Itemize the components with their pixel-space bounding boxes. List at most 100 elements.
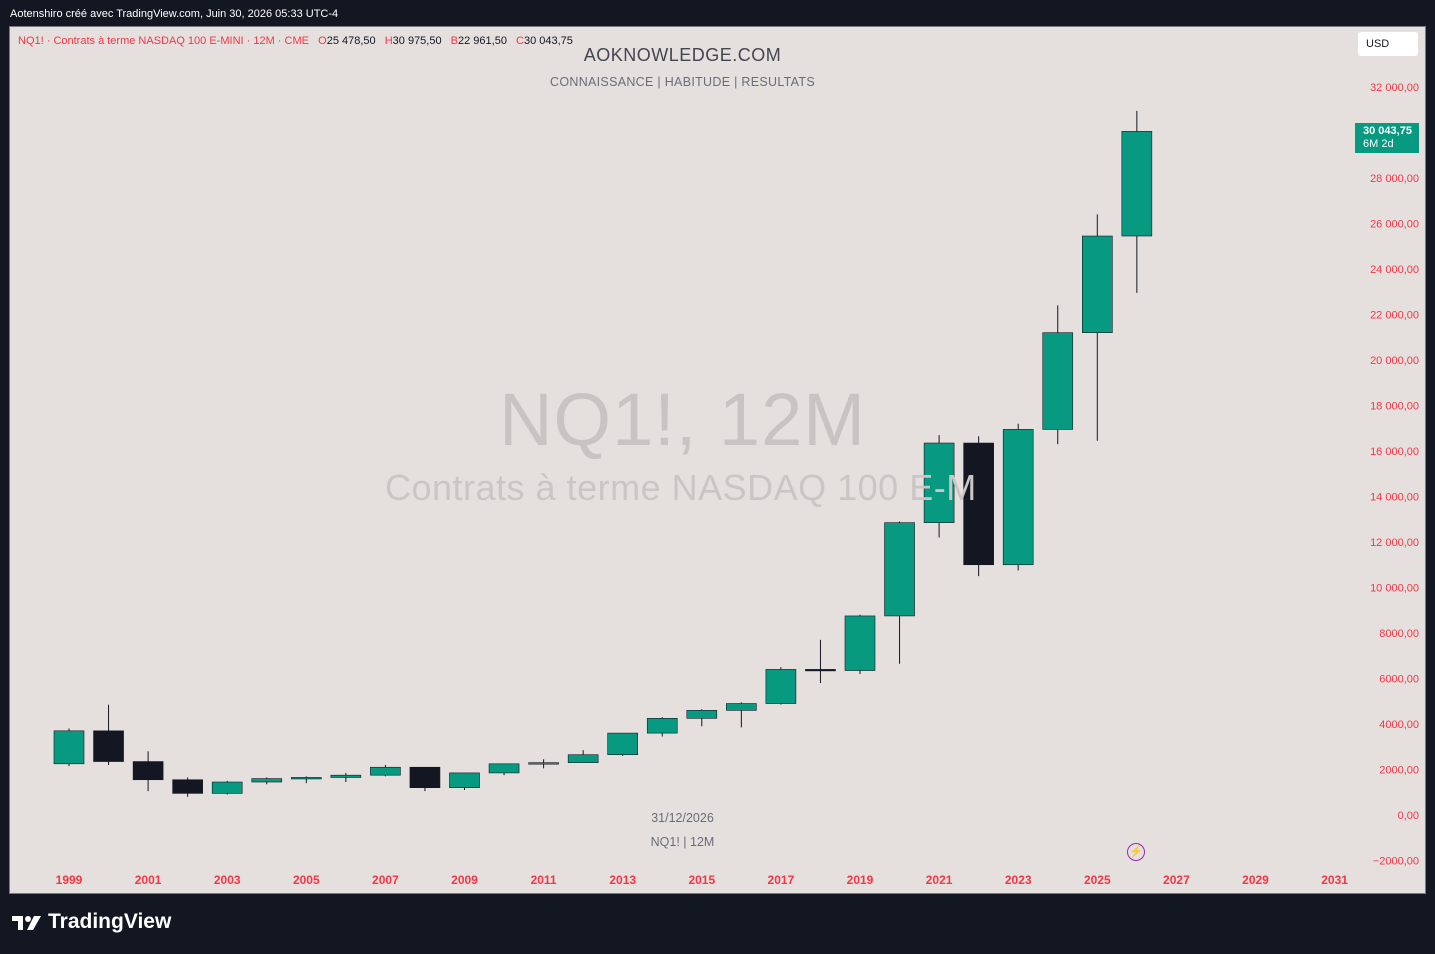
candle-body [290,777,322,780]
candle-body [93,730,124,762]
time-axis-label: 2013 [609,873,636,887]
time-axis-label: 2017 [768,873,795,887]
legend-high-label: H [384,35,393,47]
candle-body [765,669,797,704]
time-axis-label: 2021 [926,873,953,887]
candle [409,766,441,792]
price-axis-label: 4000,00 [1379,719,1419,731]
price-axis-label: 10 000,00 [1370,583,1419,595]
price-axis-label: 20 000,00 [1370,355,1419,367]
candle-body [172,779,203,794]
candle-body [370,766,401,776]
time-axis-label: 2005 [293,873,320,887]
legend-open-label: O [318,35,327,47]
candle [646,717,678,737]
time-axis-label: 2019 [847,873,874,887]
candle-body [251,778,283,783]
logo-text: TradingView [48,910,172,933]
candle [172,777,203,797]
tradingview-logo[interactable]: TradingView [12,910,171,934]
price-axis-label: 0,00 [1398,810,1419,822]
candle [290,776,322,784]
watermark-name: Contrats à terme NASDAQ 100 E-MINI [385,467,975,508]
time-axis-label: 2015 [688,873,715,887]
bar-countdown: 6M 2d [1363,138,1394,150]
candle-body [726,703,757,711]
candle-body [409,766,441,788]
candle [93,704,124,765]
last-price-tag: 30 043,75 6M 2d [1355,123,1419,153]
chart-attribution: Aotenshiro créé avec TradingView.com, Ju… [10,8,339,20]
time-axis-label: 2023 [1005,873,1032,887]
legend-open-value: 25 478,50 [326,35,376,47]
candle [1042,305,1074,445]
legend-low-value: 22 961,50 [458,35,507,47]
price-axis-label: 32 000,00 [1370,82,1419,94]
candle [1082,214,1113,441]
candle [251,777,283,785]
candle-body [607,732,639,756]
candle [488,763,520,776]
candle [567,750,599,763]
price-axis-label: −2000,00 [1373,856,1419,868]
chart-panel[interactable]: 32 000,00 28 000,00 26 000,00 24 000,00 22 0… [9,26,1426,894]
time-axis-label: 2009 [451,873,478,887]
price-axis-label: 2000,00 [1379,765,1419,777]
candles-group [53,110,1153,797]
time-axis-label: 2025 [1084,873,1111,887]
candle-body [805,669,836,672]
candle [607,732,639,756]
candle-body [1082,235,1113,333]
candle [1121,110,1153,293]
candle [884,521,915,664]
candle [528,759,559,769]
candle-body [449,772,480,788]
price-axis-label: 26 000,00 [1370,219,1419,231]
candle-body [211,781,243,794]
candle [844,614,876,674]
candle [132,751,164,792]
symbol-legend: NQ1! · Contrats à terme NASDAQ 100 E-MIN… [18,35,579,47]
time-axis-label: 2011 [531,873,557,887]
legend-high-value: 30 975,50 [392,35,442,47]
candle-body [330,774,362,778]
watermark-symbol: NQ1!, 12M [499,378,866,461]
candle-body [686,710,718,719]
candle-body [53,730,85,765]
candle [963,436,994,577]
candle [765,667,797,705]
candle-body [1042,332,1074,430]
time-axis-label: 2003 [214,873,241,887]
price-axis-label: 24 000,00 [1370,264,1419,276]
overlay-title: AOKNOWLEDGE.COM [583,45,782,65]
time-axis: 1999 2001 2003 2005 2007 2009 2011 2013 2015 2017… [56,873,1349,887]
time-axis-label: 2027 [1163,873,1190,887]
price-axis-label: 8000,00 [1379,628,1419,640]
candle [726,702,757,728]
time-axis-label: 2031 [1321,873,1348,887]
price-axis-label: 14 000,00 [1370,492,1419,504]
price-axis-label: 16 000,00 [1370,446,1419,458]
legend-close-value: 30 043,75 [523,35,573,47]
overlay-subtitle: CONNAISSANCE | HABITUDE | RESULTATS [550,75,815,89]
candlestick-chart[interactable]: 32 000,00 28 000,00 26 000,00 24 000,00 22 0… [10,27,1425,893]
candle [1002,423,1034,571]
price-axis: 32 000,00 28 000,00 26 000,00 24 000,00 22 0… [1370,82,1419,868]
candle-body [646,718,678,734]
footer-symbol: NQ1! | 12M [650,835,715,849]
candle-body [567,754,599,763]
candle [53,728,85,767]
candle-body [528,762,559,765]
candle [923,435,955,538]
price-axis-label: 6000,00 [1379,674,1419,686]
candle-body [1002,429,1034,566]
price-axis-label: 12 000,00 [1370,537,1419,549]
candle-body [488,763,520,774]
time-axis-label: 2001 [135,873,162,887]
time-axis-label: 2007 [372,873,399,887]
last-price-value: 30 043,75 [1363,125,1412,137]
lightning-icon[interactable]: ⚡ [1127,843,1145,861]
price-axis-label: 22 000,00 [1370,310,1419,322]
currency-button[interactable]: USD [1358,32,1418,56]
time-axis-label: 2029 [1242,873,1269,887]
